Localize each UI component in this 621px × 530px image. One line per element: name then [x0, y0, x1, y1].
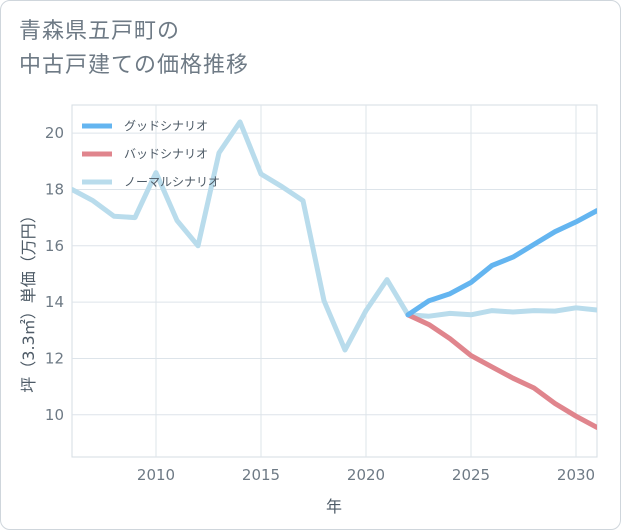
x-tick-label: 2020 [347, 466, 385, 484]
chart-title-line-2: 中古戸建ての価格推移 [19, 53, 250, 78]
series-line-0 [405, 208, 597, 318]
x-tick-label: 2030 [557, 466, 595, 484]
legend-label: ノーマルシナリオ [124, 175, 220, 189]
x-tick-label: 2025 [452, 466, 490, 484]
chart-title-line-1: 青森県五戸町の [19, 19, 181, 44]
y-tick-label: 16 [45, 237, 64, 255]
tick-labels: 2010 2015 2020 2025 2030 10 12 14 16 18 20 [45, 124, 595, 484]
x-tick-label: 2010 [137, 466, 175, 484]
x-tick-label: 2015 [242, 466, 280, 484]
x-axis-label: 年 [326, 497, 342, 516]
y-tick-label: 12 [45, 349, 64, 367]
legend-label: グッドシナリオ [124, 119, 208, 133]
y-tick-label: 10 [45, 406, 64, 424]
chart-title: 青森県五戸町の 中古戸建ての価格推移 [19, 15, 249, 83]
y-axis-label: 坪（3.3㎡）単価（万円） [19, 207, 38, 392]
plot-area [71, 104, 598, 458]
y-tick-label: 20 [45, 124, 64, 142]
series-line-1 [405, 312, 597, 430]
series-lines [72, 119, 597, 430]
legend-label: バッドシナリオ [124, 147, 208, 161]
y-tick-label: 14 [45, 293, 64, 311]
y-tick-label: 18 [45, 180, 64, 198]
series-line-2 [72, 119, 597, 353]
